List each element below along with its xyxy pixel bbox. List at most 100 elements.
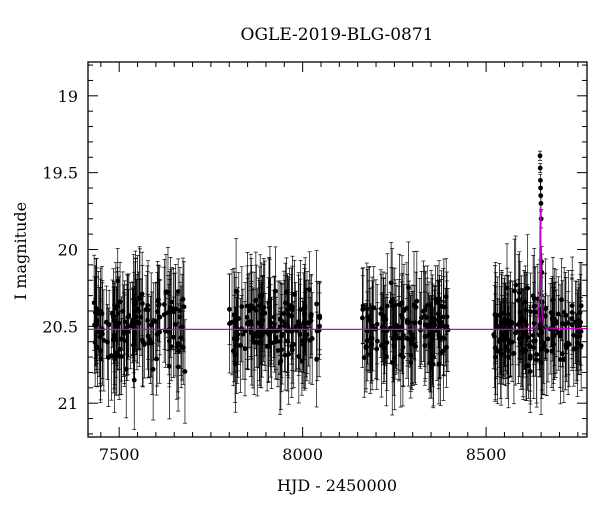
data-point	[177, 314, 183, 320]
data-point	[166, 363, 172, 369]
x-axis-label: HJD - 2450000	[277, 476, 397, 495]
data-point	[259, 293, 265, 299]
data-point	[246, 308, 252, 313]
data-point	[577, 310, 583, 316]
data-point	[299, 338, 305, 344]
data-point	[140, 301, 145, 306]
data-point	[431, 323, 437, 328]
data-point	[297, 323, 303, 328]
data-point	[537, 322, 543, 328]
data-point	[418, 327, 423, 333]
data-point	[417, 320, 423, 325]
data-point	[317, 323, 322, 329]
data-point	[556, 311, 561, 317]
data-point	[538, 200, 544, 206]
data-point	[534, 352, 540, 357]
data-point	[499, 310, 505, 316]
data-point	[439, 303, 444, 309]
data-point	[180, 296, 186, 302]
data-point	[304, 320, 310, 326]
data-point	[298, 307, 304, 313]
data-point	[233, 361, 238, 367]
data-point	[561, 357, 567, 362]
data-point	[148, 322, 154, 328]
data-point	[284, 289, 289, 295]
data-point	[576, 318, 582, 324]
data-point	[505, 348, 511, 354]
data-point	[520, 348, 526, 354]
data-point	[569, 322, 575, 328]
data-point	[492, 354, 498, 360]
data-point	[542, 313, 548, 319]
data-point	[251, 339, 257, 345]
data-point	[109, 311, 115, 317]
data-point	[435, 311, 441, 317]
data-point	[275, 348, 281, 353]
data-point	[427, 360, 433, 366]
data-point	[174, 344, 180, 350]
data-point	[178, 335, 184, 341]
data-point	[444, 344, 449, 350]
data-point	[436, 296, 442, 302]
model-curve	[88, 206, 587, 330]
data-point	[547, 326, 553, 332]
data-point	[98, 348, 103, 354]
data-point	[368, 335, 374, 341]
data-point	[115, 311, 121, 316]
data-point	[133, 314, 139, 320]
data-point	[401, 332, 406, 338]
data-point	[575, 340, 580, 346]
data-point	[569, 310, 575, 315]
data-point	[538, 177, 543, 183]
data-point	[371, 305, 377, 311]
data-point	[166, 328, 172, 334]
data-point	[245, 321, 251, 327]
data-point	[513, 282, 519, 288]
data-point	[400, 344, 406, 350]
data-point	[285, 307, 290, 313]
data-point	[169, 299, 175, 305]
data-point	[277, 316, 283, 322]
data-point	[314, 357, 320, 362]
data-point	[108, 353, 114, 359]
data-point	[145, 303, 151, 308]
data-point	[301, 306, 307, 312]
y-tick-label: 20.5	[42, 317, 78, 336]
data-point	[425, 326, 431, 332]
data-point	[92, 340, 98, 345]
data-point	[531, 345, 537, 350]
data-point	[492, 345, 498, 351]
data-point	[384, 340, 390, 345]
data-point	[360, 303, 366, 309]
data-point	[364, 306, 370, 312]
data-point	[557, 357, 563, 362]
data-point	[576, 328, 581, 334]
data-point	[551, 318, 557, 324]
data-point	[175, 364, 181, 370]
data-point	[287, 302, 292, 308]
data-point	[154, 356, 160, 362]
data-point	[360, 315, 365, 321]
data-point	[429, 337, 435, 343]
data-point	[314, 301, 319, 307]
data-point	[444, 323, 450, 329]
data-point	[289, 307, 295, 313]
data-point	[275, 327, 281, 333]
data-point	[101, 338, 107, 343]
data-point	[231, 312, 237, 318]
data-point	[269, 340, 275, 346]
data-point	[523, 307, 529, 313]
data-point	[374, 321, 380, 327]
data-point	[266, 300, 272, 306]
data-point	[430, 316, 435, 322]
data-point	[408, 352, 414, 358]
data-point	[534, 357, 540, 363]
data-point	[527, 342, 533, 348]
data-point	[360, 307, 366, 312]
data-point	[103, 319, 109, 325]
data-point	[233, 288, 239, 294]
data-point	[114, 350, 120, 356]
data-point	[390, 303, 396, 309]
data-point	[406, 285, 411, 290]
